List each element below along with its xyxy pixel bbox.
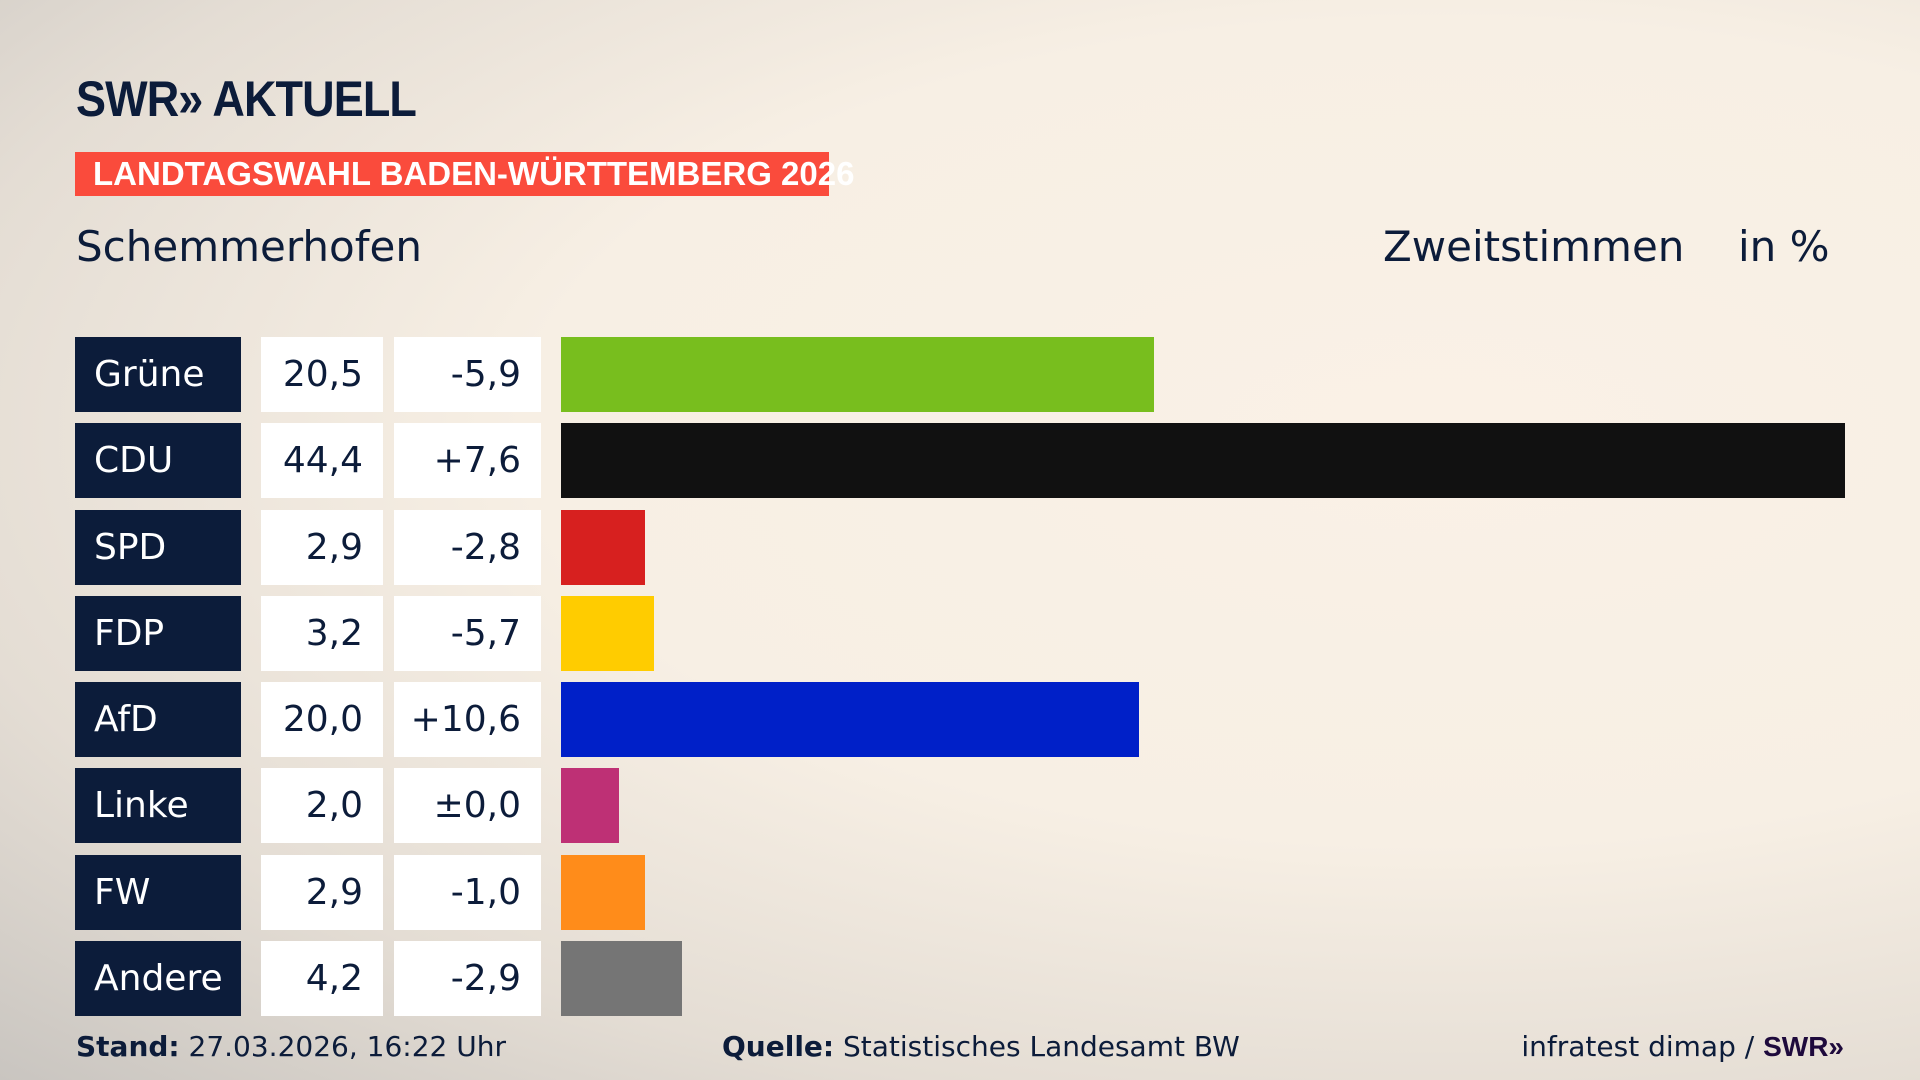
bar-linke: [561, 768, 619, 843]
bar-spd: [561, 510, 645, 585]
source-info: Quelle: Statistisches Landesamt BW: [722, 1030, 1240, 1063]
party-label: Grüne: [75, 337, 241, 412]
election-banner: LANDTAGSWAHL BADEN-WÜRTTEMBERG 2026: [75, 152, 854, 196]
value-label: 3,2: [261, 596, 383, 671]
value-label: 2,9: [261, 510, 383, 585]
credit-info: infratest dimap / SWR»: [1521, 1030, 1844, 1063]
result-row: SPD 2,9 -2,8: [75, 510, 1875, 585]
party-label: FW: [75, 855, 241, 930]
result-row: CDU 44,4 +7,6: [75, 423, 1875, 498]
bar-cdu: [561, 423, 1845, 498]
metric-label: Zweitstimmen: [1383, 222, 1685, 271]
unit-label: in %: [1738, 222, 1830, 271]
source-value: Statistisches Landesamt BW: [834, 1030, 1240, 1063]
result-row: Linke 2,0 ±0,0: [75, 768, 1875, 843]
diff-label: ±0,0: [394, 768, 541, 843]
diff-label: -5,9: [394, 337, 541, 412]
diff-label: -2,9: [394, 941, 541, 1016]
value-label: 20,0: [261, 682, 383, 757]
bar-grüne: [561, 337, 1154, 412]
result-row: Grüne 20,5 -5,9: [75, 337, 1875, 412]
party-label: Linke: [75, 768, 241, 843]
diff-label: +7,6: [394, 423, 541, 498]
stand-info: Stand: 27.03.2026, 16:22 Uhr: [76, 1030, 506, 1063]
swr-logo-small: SWR»: [1763, 1031, 1844, 1062]
value-label: 2,9: [261, 855, 383, 930]
result-row: FDP 3,2 -5,7: [75, 596, 1875, 671]
diff-label: -1,0: [394, 855, 541, 930]
diff-label: +10,6: [394, 682, 541, 757]
party-label: SPD: [75, 510, 241, 585]
region-title: Schemmerhofen: [76, 222, 422, 271]
bar-andere: [561, 941, 683, 1016]
diff-label: -2,8: [394, 510, 541, 585]
bar-fw: [561, 855, 645, 930]
value-label: 4,2: [261, 941, 383, 1016]
party-label: FDP: [75, 596, 241, 671]
swr-aktuell-logo: SWR» AKTUELL: [76, 71, 417, 127]
stand-label: Stand:: [76, 1030, 180, 1063]
result-row: Andere 4,2 -2,9: [75, 941, 1875, 1016]
value-label: 44,4: [261, 423, 383, 498]
diff-label: -5,7: [394, 596, 541, 671]
party-label: Andere: [75, 941, 241, 1016]
party-label: AfD: [75, 682, 241, 757]
bar-afd: [561, 682, 1140, 757]
result-row: AfD 20,0 +10,6: [75, 682, 1875, 757]
value-label: 20,5: [261, 337, 383, 412]
bar-fdp: [561, 596, 654, 671]
value-label: 2,0: [261, 768, 383, 843]
credit-text: infratest dimap /: [1521, 1030, 1764, 1063]
result-row: FW 2,9 -1,0: [75, 855, 1875, 930]
stand-value: 27.03.2026, 16:22 Uhr: [179, 1030, 506, 1063]
party-label: CDU: [75, 423, 241, 498]
source-label: Quelle:: [722, 1030, 835, 1063]
